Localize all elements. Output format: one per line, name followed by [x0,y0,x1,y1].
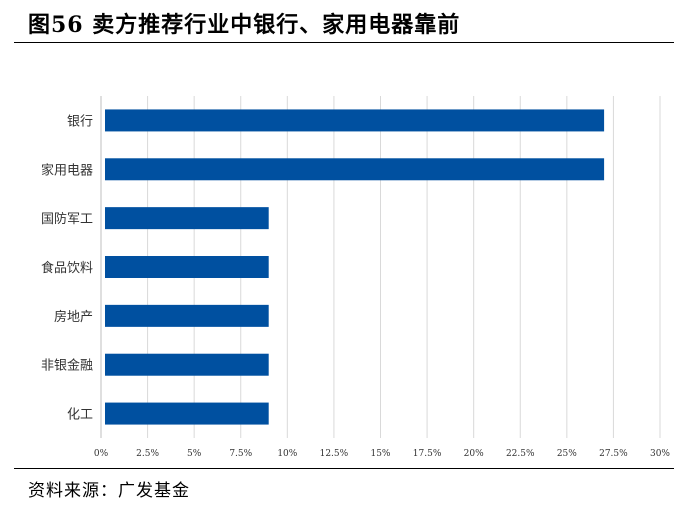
x-tick-label: 27.5% [599,449,628,459]
x-tick-label: 0% [94,449,109,459]
title-divider [14,42,674,43]
bar [105,158,605,181]
figure-title: 图56 卖方推荐行业中银行、家用电器靠前 [28,12,461,38]
category-label: 食品饮料 [41,260,93,276]
x-tick-label: 5% [187,449,202,459]
x-tick-label: 17.5% [413,449,442,459]
source-divider [14,468,674,469]
category-label: 化工 [67,408,93,423]
x-tick-label: 12.5% [320,449,349,459]
x-tick-label: 22.5% [506,449,535,459]
bar [105,207,269,230]
bar [105,353,269,376]
x-tick-label: 15% [370,449,390,459]
category-label: 银行 [67,114,93,129]
bar [105,304,269,327]
category-label: 国防军工 [41,211,93,227]
bar [105,256,269,278]
x-tick-label: 10% [277,449,297,459]
figure-header: 图56 卖方推荐行业中银行、家用电器靠前 [28,6,460,40]
figure-footer: 资料来源：广发基金 [28,476,190,501]
x-tick-label: 7.5% [229,449,252,459]
category-label: 房地产 [54,309,93,325]
source-note: 资料来源：广发基金 [28,481,190,501]
x-tick-label: 25% [557,449,577,459]
x-tick-label: 2.5% [136,449,159,459]
category-label: 家用电器 [41,162,93,178]
category-label: 非银金融 [41,358,93,374]
bar [105,402,269,425]
x-tick-label: 20% [464,449,484,459]
x-tick-label: 30% [650,449,670,459]
bar [105,109,605,132]
